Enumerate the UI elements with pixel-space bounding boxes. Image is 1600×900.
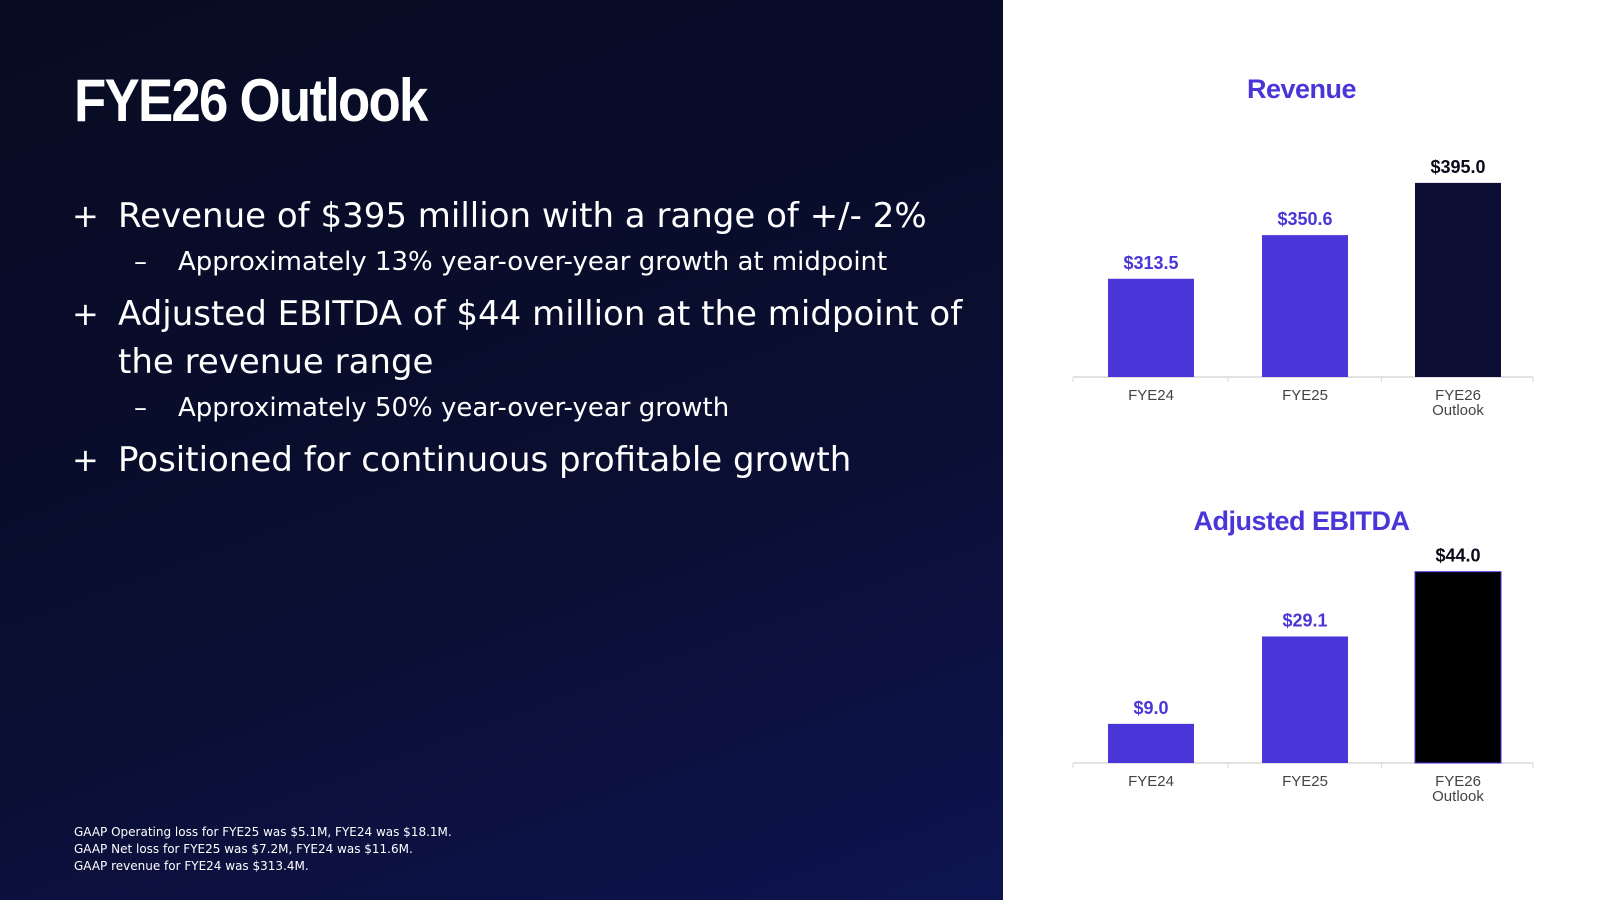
revenue-chart-title: Revenue — [1246, 74, 1357, 104]
bullet-profitable-growth: + Positioned for continuous profitable g… — [72, 436, 972, 484]
revenue-value-label-2: $395.0 — [1430, 157, 1485, 177]
bullet-text: Adjusted EBITDA of $44 million at the mi… — [118, 294, 963, 382]
revenue-category-label-0: FYE24 — [1128, 387, 1174, 404]
ebitda-bar-2 — [1414, 571, 1502, 764]
ebitda-value-label-2: $44.0 — [1435, 546, 1480, 566]
footnote: GAAP Operating loss for FYE25 was $5.1M,… — [74, 825, 452, 839]
subbullet-text: Approximately 13% year-over-year growth … — [178, 247, 888, 277]
bullet-ebitda: + Adjusted EBITDA of $44 million at the … — [72, 290, 972, 386]
bullet-revenue: + Revenue of $395 million with a range o… — [72, 192, 972, 240]
ebitda-category-label-2: Outlook — [1432, 788, 1484, 805]
ebitda-category-label-1: FYE25 — [1282, 773, 1328, 790]
revenue-category-label-2: FYE26 — [1435, 387, 1481, 404]
revenue-category-label-1: FYE25 — [1282, 387, 1328, 404]
slide-title: FYE26 Outlook — [74, 67, 428, 134]
plus-icon: + — [72, 197, 99, 235]
ebitda-category-label-0: FYE24 — [1128, 773, 1174, 790]
subbullet-text: Approximately 50% year-over-year growth — [178, 393, 730, 423]
ebitda-value-label-1: $29.1 — [1282, 610, 1327, 630]
right-chart-panel: Revenue $313.5 FYE24 $350.6 FYE25 $395.0 FYE2… — [1003, 0, 1600, 900]
ebitda-bar-0 — [1108, 723, 1194, 763]
dash-icon: – — [134, 247, 147, 277]
bullet-list: + Revenue of $395 million with a range o… — [72, 192, 972, 484]
footnote: GAAP Net loss for FYE25 was $7.2M, FYE24… — [74, 842, 413, 856]
revenue-value-label-0: $313.5 — [1123, 253, 1178, 273]
left-text-panel: FYE26 Outlook + Revenue of $395 million … — [0, 0, 1003, 900]
plus-icon: + — [72, 295, 99, 333]
ebitda-chart-title: Adjusted EBITDA — [1193, 506, 1410, 536]
footnotes: GAAP Operating loss for FYE25 was $5.1M,… — [74, 824, 452, 875]
subbullet-revenue-growth: – Approximately 13% year-over-year growt… — [72, 244, 972, 280]
revenue-bar-2 — [1415, 182, 1501, 377]
bullet-text: Revenue of $395 million with a range of … — [118, 196, 927, 236]
ebitda-category-label-2: FYE26 — [1435, 773, 1481, 790]
plus-icon: + — [72, 441, 99, 479]
ebitda-bar-1 — [1262, 636, 1348, 763]
footnote: GAAP revenue for FYE24 was $313.4M. — [74, 859, 309, 873]
revenue-category-label-2: Outlook — [1432, 402, 1484, 419]
ebitda-value-label-0: $9.0 — [1133, 698, 1168, 718]
revenue-bar-1 — [1262, 235, 1348, 377]
revenue-bar-0 — [1108, 278, 1194, 377]
subbullet-ebitda-growth: – Approximately 50% year-over-year growt… — [72, 390, 972, 426]
revenue-value-label-1: $350.6 — [1277, 209, 1332, 229]
bullet-text: Positioned for continuous profitable gro… — [118, 440, 852, 480]
dash-icon: – — [134, 393, 147, 423]
